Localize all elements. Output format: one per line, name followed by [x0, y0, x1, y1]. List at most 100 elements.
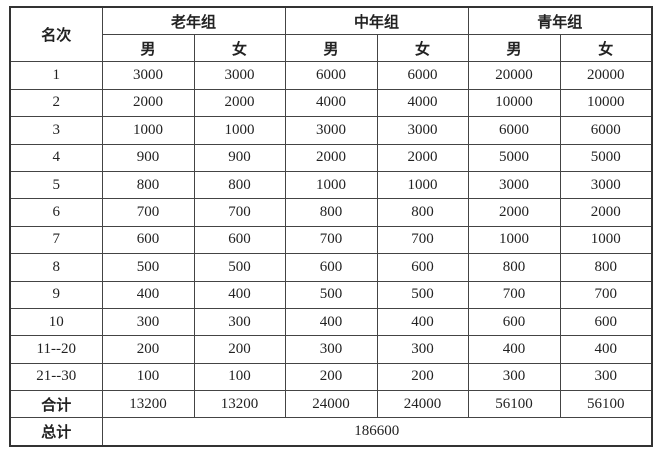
total-row: 总计 186600: [9, 417, 653, 447]
value-cell: 300: [376, 335, 469, 364]
value-cell: 700: [284, 225, 378, 255]
value-cell: 400: [559, 335, 653, 364]
value-cell: 600: [284, 253, 378, 282]
value-cell: 600: [467, 307, 561, 337]
rank-cell: 5: [9, 170, 103, 200]
gender-header: 女: [193, 33, 286, 63]
gender-header: 女: [559, 33, 653, 63]
table-row: 6 700 700 800 800 2000 2000: [9, 198, 653, 227]
value-cell: 4000: [284, 88, 378, 118]
table-row: 1 3000 3000 6000 6000 20000 20000: [9, 61, 653, 90]
value-cell: 5000: [559, 143, 653, 172]
value-cell: 400: [193, 280, 286, 309]
value-cell: 1000: [559, 225, 653, 255]
rank-cell: 4: [9, 143, 103, 172]
table-row: 2 2000 2000 4000 4000 10000 10000: [9, 88, 653, 118]
table-row: 8 500 500 600 600 800 800: [9, 253, 653, 282]
table-row: 5 800 800 1000 1000 3000 3000: [9, 170, 653, 200]
value-cell: 700: [193, 198, 286, 227]
value-cell: 800: [467, 253, 561, 282]
table-row: 3 1000 1000 3000 3000 6000 6000: [9, 116, 653, 145]
value-cell: 200: [284, 362, 378, 392]
value-cell: 3000: [376, 116, 469, 145]
value-cell: 300: [467, 362, 561, 392]
table-row: 10 300 300 400 400 600 600: [9, 307, 653, 337]
table-row: 21--30 100 100 200 200 300 300: [9, 362, 653, 392]
value-cell: 600: [376, 253, 469, 282]
value-cell: 200: [376, 362, 469, 392]
value-cell: 1000: [101, 116, 195, 145]
value-cell: 100: [193, 362, 286, 392]
rank-cell: 6: [9, 198, 103, 227]
rank-cell: 7: [9, 225, 103, 255]
rank-cell: 21--30: [9, 362, 103, 392]
rank-cell: 2: [9, 88, 103, 118]
group-header: 老年组: [101, 6, 286, 35]
value-cell: 1000: [193, 116, 286, 145]
value-cell: 800: [284, 198, 378, 227]
table-row: 11--20 200 200 300 300 400 400: [9, 335, 653, 364]
group-header: 青年组: [467, 6, 653, 35]
value-cell: 6000: [559, 116, 653, 145]
value-cell: 3000: [101, 61, 195, 90]
value-cell: 10000: [559, 88, 653, 118]
group-header: 中年组: [284, 6, 469, 35]
value-cell: 600: [559, 307, 653, 337]
subtotal-cell: 56100: [559, 390, 653, 419]
table-row: 9 400 400 500 500 700 700: [9, 280, 653, 309]
subtotal-cell: 13200: [101, 390, 195, 419]
value-cell: 700: [559, 280, 653, 309]
gender-header: 男: [101, 33, 195, 63]
rank-cell: 3: [9, 116, 103, 145]
subtotal-cell: 56100: [467, 390, 561, 419]
subtotal-cell: 24000: [284, 390, 378, 419]
total-label: 总计: [9, 417, 103, 447]
value-cell: 300: [559, 362, 653, 392]
value-cell: 500: [193, 253, 286, 282]
value-cell: 900: [193, 143, 286, 172]
value-cell: 1000: [284, 170, 378, 200]
value-cell: 10000: [467, 88, 561, 118]
value-cell: 3000: [559, 170, 653, 200]
value-cell: 900: [101, 143, 195, 172]
prize-table: 名次 老年组 中年组 青年组 男女男女男女 1 3000 3000 6000 6000 2…: [9, 6, 654, 447]
value-cell: 800: [559, 253, 653, 282]
value-cell: 6000: [376, 61, 469, 90]
value-cell: 400: [284, 307, 378, 337]
gender-header: 女: [376, 33, 469, 63]
value-cell: 300: [101, 307, 195, 337]
value-cell: 1000: [376, 170, 469, 200]
value-cell: 1000: [467, 225, 561, 255]
gender-header-row: 男女男女男女: [10, 33, 653, 63]
value-cell: 500: [376, 280, 469, 309]
value-cell: 400: [376, 307, 469, 337]
value-cell: 800: [101, 170, 195, 200]
subtotal-row: 合计 13200 13200 24000 24000 56100 56100: [9, 390, 653, 419]
value-cell: 500: [284, 280, 378, 309]
table-row: 4 900 900 2000 2000 5000 5000: [9, 143, 653, 172]
value-cell: 500: [101, 253, 195, 282]
value-cell: 6000: [467, 116, 561, 145]
total-value: 186600: [101, 417, 653, 447]
value-cell: 600: [101, 225, 195, 255]
gender-header: 男: [284, 33, 378, 63]
value-cell: 100: [101, 362, 195, 392]
value-cell: 2000: [559, 198, 653, 227]
value-cell: 300: [193, 307, 286, 337]
rank-cell: 1: [9, 61, 103, 90]
value-cell: 3000: [193, 61, 286, 90]
value-cell: 2000: [467, 198, 561, 227]
rank-cell: 9: [9, 280, 103, 309]
value-cell: 200: [193, 335, 286, 364]
subtotal-cell: 13200: [193, 390, 286, 419]
value-cell: 2000: [101, 88, 195, 118]
subtotal-cell: 24000: [376, 390, 469, 419]
value-cell: 600: [193, 225, 286, 255]
value-cell: 2000: [284, 143, 378, 172]
value-cell: 2000: [193, 88, 286, 118]
value-cell: 20000: [467, 61, 561, 90]
value-cell: 2000: [376, 143, 469, 172]
value-cell: 700: [101, 198, 195, 227]
gender-header: 男: [467, 33, 561, 63]
value-cell: 300: [284, 335, 378, 364]
